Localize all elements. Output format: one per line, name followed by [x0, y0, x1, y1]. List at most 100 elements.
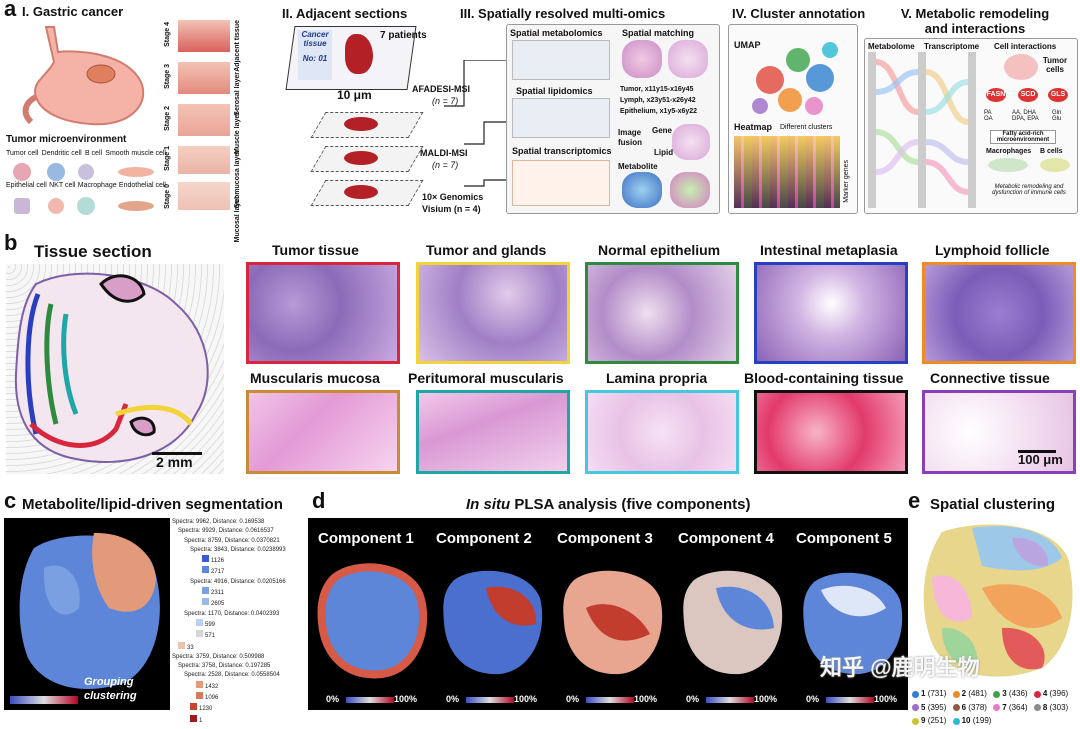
- tree-leaf[interactable]: 2605: [172, 598, 304, 609]
- method-maldi-n: (n = 7): [432, 160, 459, 170]
- layer-serosal-label: Serosal layer: [234, 72, 241, 116]
- tree-leaf[interactable]: 2311: [172, 587, 304, 598]
- stage-2-tissue: [178, 104, 230, 136]
- tree-leaf-label: 1230: [199, 706, 213, 713]
- omics-transcriptomics: Spatial transcriptomics: [512, 146, 612, 156]
- scale-max-4: 100%: [754, 694, 778, 704]
- layer-adjacent-label: Adjacent tissue: [234, 20, 241, 72]
- cluster-legend-item: 10 (199): [952, 715, 991, 727]
- tree-leaf-label: 571: [205, 633, 216, 640]
- umap-plot: [752, 42, 838, 115]
- enzyme-scd: SCD: [1018, 88, 1038, 102]
- fa-mid: AA, DHA DPA, EPA: [1012, 110, 1039, 122]
- cell-types-row-2: Epithelial cell NKT cell Macrophage Endo…: [6, 182, 166, 189]
- overlay-clustering: clustering: [84, 690, 137, 702]
- metabolome-label: Metabolome: [868, 42, 915, 51]
- tree-node[interactable]: Spectra: 3758, Distance: 0.197285: [178, 663, 271, 670]
- scale-min-4: 0%: [686, 694, 700, 704]
- tile-label: Blood-containing tissue: [744, 370, 904, 386]
- tile-label: Tumor tissue: [272, 242, 359, 258]
- tree-node[interactable]: Spectra: 9929, Distance: 0.0616537: [178, 528, 274, 535]
- leaf-color-icon: [196, 692, 203, 700]
- stage-1-tissue: [178, 146, 230, 174]
- tree-leaf[interactable]: 1432: [172, 680, 304, 692]
- cluster-legend-item: 8 (303): [1033, 702, 1068, 714]
- cluster-id: 9: [921, 716, 926, 725]
- stage-2-label: Stage 2: [164, 106, 171, 131]
- leaf-color-icon: [202, 587, 209, 595]
- fa-left: PA OA: [984, 110, 993, 122]
- cluster-count: (731): [927, 689, 947, 698]
- tree-leaf[interactable]: 599: [172, 618, 304, 630]
- tree-leaf[interactable]: 1126: [172, 555, 304, 566]
- tree-leaf-label: 2605: [211, 601, 225, 608]
- tile-normal-epithelium: [585, 262, 739, 364]
- component-label: Component 2: [436, 530, 532, 547]
- fusion-image-1: [672, 124, 710, 160]
- patients-count: 7 patients: [380, 30, 427, 41]
- method-visium: 10× Genomics: [422, 192, 484, 202]
- tumor-cells-icon: [1004, 54, 1038, 80]
- scale-max-1: 100%: [394, 694, 418, 704]
- cluster-legend-item: 7 (364): [993, 702, 1028, 714]
- cluster-count: (396): [1049, 689, 1069, 698]
- coord-lymph: Lymph, x23y51-x26y42: [620, 97, 696, 104]
- segmentation-image: Grouping clustering: [4, 518, 170, 710]
- cluster-id: 7: [1002, 702, 1007, 712]
- tile-label: Intestinal metaplasia: [760, 242, 898, 258]
- tree-leaf[interactable]: 1: [172, 714, 304, 726]
- colorbar-2: [466, 697, 514, 703]
- component-label: Component 3: [557, 530, 653, 547]
- method-connectors: [444, 60, 506, 187]
- enzyme-fasn: FASN: [986, 88, 1006, 102]
- tree-leaf[interactable]: 1230: [172, 703, 304, 714]
- cluster-id: 1: [921, 689, 926, 698]
- tile-tumor-glands: [416, 262, 570, 364]
- cluster-dot: [1033, 690, 1041, 698]
- section-v-title-l2: and interactions: [924, 21, 1026, 36]
- tree-node[interactable]: Spectra: 8759, Distance: 0.0370821: [184, 537, 280, 544]
- tree-leaf[interactable]: 1096: [172, 692, 304, 703]
- cluster-dot: [952, 690, 960, 698]
- scale-bar-100um-label: 100 μm: [1018, 452, 1063, 467]
- tile-tumor-tissue: [246, 262, 400, 364]
- coord-tumor: Tumor, x11y15-x16y45: [620, 86, 694, 93]
- stage-4-tissue: [178, 20, 230, 52]
- cluster-dot: [993, 690, 1001, 698]
- cell-type-label: B cell: [84, 150, 103, 157]
- section-v-title: V. Metabolic remodeling and interactions: [880, 6, 1070, 36]
- method-visium-b: Visium (n = 4): [422, 204, 481, 214]
- lipidomics-instrument: [512, 98, 610, 138]
- tile-label: Peritumoral muscularis: [408, 370, 564, 386]
- colorbar-1: [346, 697, 394, 703]
- fusion-gene: Gene: [652, 126, 673, 135]
- tree-node[interactable]: Spectra: 9962, Distance: 0.169538: [172, 519, 265, 525]
- tile-label: Lymphoid follicle: [935, 242, 1050, 258]
- leaf-color-icon: [202, 566, 209, 574]
- section-iv-title: IV. Cluster annotation: [732, 6, 866, 21]
- enzyme-gls: GLS: [1048, 88, 1068, 102]
- scale-max-3: 100%: [634, 694, 658, 704]
- tumor-cells-label: Tumor cells: [1042, 56, 1068, 74]
- cell-types-row-1: Tumor cell Dendritic cell B cell Smooth …: [6, 150, 166, 157]
- tree-leaf-label: 33: [187, 644, 194, 651]
- component-label: Component 1: [318, 530, 414, 547]
- tree-node[interactable]: Spectra: 3759, Distance: 0.509988: [172, 653, 265, 660]
- tree-node[interactable]: Spectra: 3843, Distance: 0.0238993: [190, 546, 286, 553]
- dendrogram-tree: Spectra: 9962, Distance: 0.169538 Spectr…: [172, 518, 304, 724]
- panel-d-title: In situ PLSA analysis (five components): [466, 496, 751, 513]
- segmentation-colorbar: [10, 696, 78, 704]
- transcriptomics-diagram: [512, 160, 610, 206]
- tree-leaf[interactable]: 571: [172, 630, 304, 641]
- matching-image-1: [622, 40, 662, 78]
- tree-node[interactable]: Spectra: 1170, Distance: 0.0402393: [184, 610, 280, 617]
- tree-leaf[interactable]: 2717: [172, 566, 304, 577]
- tree-node[interactable]: Spectra: 2528, Distance: 0.0558504: [184, 672, 280, 679]
- heatmap-label: Heatmap: [734, 122, 773, 132]
- cluster-legend-item: 5 (395): [912, 702, 946, 714]
- tree-leaf[interactable]: 33: [172, 641, 304, 653]
- tree-node[interactable]: Spectra: 4916, Distance: 0.0205166: [190, 578, 286, 585]
- fa-right: Gln Glu: [1052, 110, 1062, 122]
- omics-metabolomics: Spatial metabolomics: [510, 28, 603, 38]
- bcells-label: B cells: [1040, 148, 1063, 155]
